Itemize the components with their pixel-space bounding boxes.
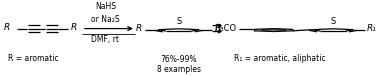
Text: 76%-99%: 76%-99% [160,55,197,64]
Text: R: R [71,23,77,32]
Text: R = aromatic: R = aromatic [8,54,59,63]
Text: DMF, rt: DMF, rt [91,35,119,44]
Text: S: S [176,17,181,26]
Text: H₃CO: H₃CO [215,24,237,33]
Text: R: R [215,24,221,33]
Text: R₁: R₁ [367,24,377,33]
Text: S: S [330,17,336,26]
Text: or Na₂S: or Na₂S [91,15,120,24]
Text: R₁ = aromatic, aliphatic: R₁ = aromatic, aliphatic [234,54,326,63]
Text: 8 examples: 8 examples [156,65,201,74]
Text: NaHS: NaHS [95,2,116,11]
Text: R: R [4,23,11,32]
Text: R: R [136,24,143,33]
